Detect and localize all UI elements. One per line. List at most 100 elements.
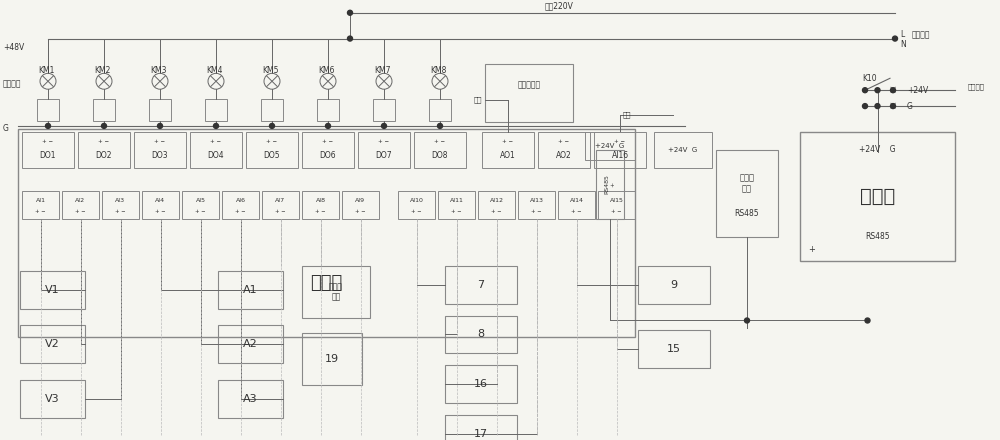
Text: + −: + − <box>502 139 514 144</box>
Circle shape <box>326 124 330 128</box>
Bar <box>302 266 370 318</box>
Text: AI9: AI9 <box>355 198 366 203</box>
Bar <box>22 191 59 219</box>
Circle shape <box>875 88 880 93</box>
Bar <box>20 326 85 363</box>
Bar <box>598 191 635 219</box>
Text: KM6: KM6 <box>318 66 334 75</box>
Text: AI10: AI10 <box>410 198 423 203</box>
Text: 触摸屏: 触摸屏 <box>860 187 895 206</box>
Bar <box>482 132 534 168</box>
Text: KM7: KM7 <box>374 66 390 75</box>
Bar <box>800 132 955 261</box>
Text: RS485
+: RS485 + <box>605 175 615 194</box>
Bar <box>594 132 646 168</box>
Circle shape <box>348 36 352 41</box>
Text: + −: + − <box>75 209 86 214</box>
Text: KM5: KM5 <box>262 66 278 75</box>
Text: + −: + − <box>611 209 622 214</box>
Bar <box>438 191 475 219</box>
Circle shape <box>382 124 386 128</box>
Text: +24V    G: +24V G <box>859 145 896 154</box>
Text: KM8: KM8 <box>430 66 446 75</box>
Text: 17: 17 <box>474 429 488 439</box>
Circle shape <box>214 124 218 128</box>
Circle shape <box>102 124 106 128</box>
Text: + −: + − <box>235 209 246 214</box>
Text: + −: + − <box>155 209 166 214</box>
Text: AI4: AI4 <box>155 198 166 203</box>
Bar <box>358 132 410 168</box>
Text: AI3: AI3 <box>115 198 126 203</box>
Bar <box>218 271 283 308</box>
Text: DO3: DO3 <box>152 151 168 160</box>
Text: AI8: AI8 <box>316 198 326 203</box>
Bar <box>182 191 219 219</box>
Bar <box>22 132 74 168</box>
Bar <box>102 191 139 219</box>
Text: + −: + − <box>115 209 126 214</box>
Bar <box>205 99 227 121</box>
Text: 指令: 指令 <box>474 97 482 103</box>
Text: DO8: DO8 <box>432 151 448 160</box>
Text: 15: 15 <box>667 344 681 354</box>
Bar <box>190 132 242 168</box>
Text: KM2: KM2 <box>94 66 110 75</box>
Text: AI6: AI6 <box>236 198 246 203</box>
Bar <box>302 334 362 385</box>
Bar <box>414 132 466 168</box>
Bar <box>149 99 171 121</box>
Text: AO2: AO2 <box>556 151 572 160</box>
Text: L: L <box>900 30 904 39</box>
Bar <box>485 64 573 122</box>
Circle shape <box>348 10 352 15</box>
Text: AI13: AI13 <box>530 198 544 203</box>
Text: G: G <box>3 125 9 133</box>
Bar <box>78 132 130 168</box>
Text: + −: + − <box>35 209 46 214</box>
Text: DO2: DO2 <box>96 151 112 160</box>
Bar <box>37 99 59 121</box>
Text: 反馈: 反馈 <box>623 112 632 118</box>
Bar <box>134 132 186 168</box>
Bar <box>478 191 515 219</box>
Text: 16: 16 <box>474 379 488 389</box>
Text: 19: 19 <box>325 354 339 364</box>
Bar <box>222 191 259 219</box>
Text: ×: × <box>889 101 897 111</box>
Text: + −: + − <box>266 139 278 144</box>
Circle shape <box>865 318 870 323</box>
Text: + −: + − <box>275 209 286 214</box>
Bar <box>246 132 298 168</box>
Text: +24V  G: +24V G <box>595 143 625 149</box>
Text: N: N <box>900 40 906 49</box>
Bar <box>261 99 283 121</box>
Text: +48V: +48V <box>3 43 24 52</box>
Bar <box>302 132 354 168</box>
Bar <box>518 191 555 219</box>
Bar <box>445 266 517 304</box>
Text: + −: + − <box>491 209 502 214</box>
Text: +24V  G: +24V G <box>668 147 698 153</box>
Text: 市电220V: 市电220V <box>545 2 574 11</box>
Text: AI12: AI12 <box>490 198 504 203</box>
Text: + −: + − <box>195 209 206 214</box>
Text: + −: + − <box>378 139 390 144</box>
Bar <box>342 191 379 219</box>
Circle shape <box>46 124 50 128</box>
Bar <box>558 191 595 219</box>
Text: + −: + − <box>42 139 54 144</box>
Bar <box>18 129 635 337</box>
Text: + −: + − <box>154 139 166 144</box>
Circle shape <box>875 103 880 109</box>
Bar <box>638 266 710 304</box>
Text: A2: A2 <box>243 339 258 349</box>
Bar <box>93 99 115 121</box>
Text: 蓄电池来: 蓄电池来 <box>968 83 985 89</box>
Bar <box>218 380 283 418</box>
Text: + −: + − <box>531 209 542 214</box>
Text: G: G <box>907 102 913 110</box>
Text: 9: 9 <box>670 280 678 290</box>
Circle shape <box>438 124 442 128</box>
Text: V2: V2 <box>45 339 60 349</box>
